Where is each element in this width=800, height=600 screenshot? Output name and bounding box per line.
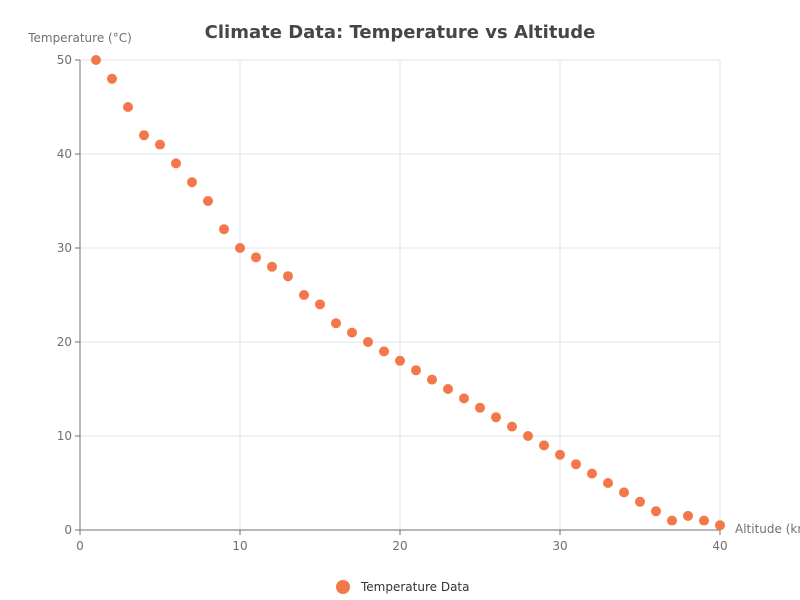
data-point	[411, 365, 421, 376]
data-point	[379, 346, 389, 357]
data-point	[235, 243, 245, 253]
data-point	[91, 55, 101, 65]
data-point	[123, 102, 133, 112]
x-axis-label: Altitude (km)	[735, 522, 800, 536]
data-point	[475, 402, 485, 413]
data-point	[683, 510, 693, 521]
data-point	[331, 318, 341, 329]
data-point	[267, 261, 277, 272]
x-tick-label: 10	[232, 539, 247, 553]
y-tick-label: 40	[57, 147, 72, 161]
data-point	[539, 440, 549, 451]
legend[interactable]: Temperature Data	[336, 580, 469, 594]
y-tick-label: 0	[64, 523, 72, 537]
data-point	[139, 130, 149, 141]
data-points	[91, 55, 725, 531]
grid-lines	[80, 59, 721, 530]
data-point	[651, 506, 661, 517]
x-tick-label: 0	[76, 539, 84, 553]
data-point	[459, 393, 469, 404]
data-point	[555, 449, 565, 460]
data-point	[523, 431, 533, 441]
data-point	[155, 139, 165, 150]
data-point	[363, 337, 373, 347]
x-tick-label: 40	[712, 539, 727, 553]
chart-title: Climate Data: Temperature vs Altitude	[205, 22, 596, 43]
y-tick-label: 30	[57, 241, 72, 255]
data-point	[507, 421, 517, 432]
y-tick-label: 50	[57, 53, 72, 67]
data-point	[299, 290, 309, 300]
data-point	[283, 271, 293, 282]
data-point	[491, 412, 501, 423]
data-point	[635, 496, 645, 507]
x-tick-label: 20	[392, 539, 407, 553]
data-point	[587, 468, 597, 479]
legend-marker[interactable]	[336, 580, 350, 594]
data-point	[203, 196, 213, 206]
x-tick-label: 30	[552, 539, 567, 553]
y-axis-label: Temperature (°C)	[27, 31, 132, 45]
data-point	[603, 478, 613, 488]
data-point	[443, 384, 453, 394]
data-point	[571, 459, 581, 470]
data-point	[715, 520, 725, 531]
tick-labels: 0 10 20 30 40 50 0 10 20 30 40	[57, 53, 728, 553]
data-point	[619, 487, 629, 498]
legend-label[interactable]: Temperature Data	[360, 580, 469, 594]
y-tick-label: 10	[57, 429, 72, 443]
axes	[75, 59, 721, 535]
data-point	[667, 515, 677, 526]
data-point	[347, 327, 357, 338]
data-point	[395, 355, 405, 366]
data-point	[187, 177, 197, 188]
data-point	[315, 299, 325, 310]
data-point	[171, 158, 181, 169]
data-point	[219, 224, 229, 235]
data-point	[107, 73, 117, 84]
data-point	[427, 374, 437, 385]
y-tick-label: 20	[57, 335, 72, 349]
data-point	[699, 515, 709, 526]
data-point	[251, 252, 261, 263]
